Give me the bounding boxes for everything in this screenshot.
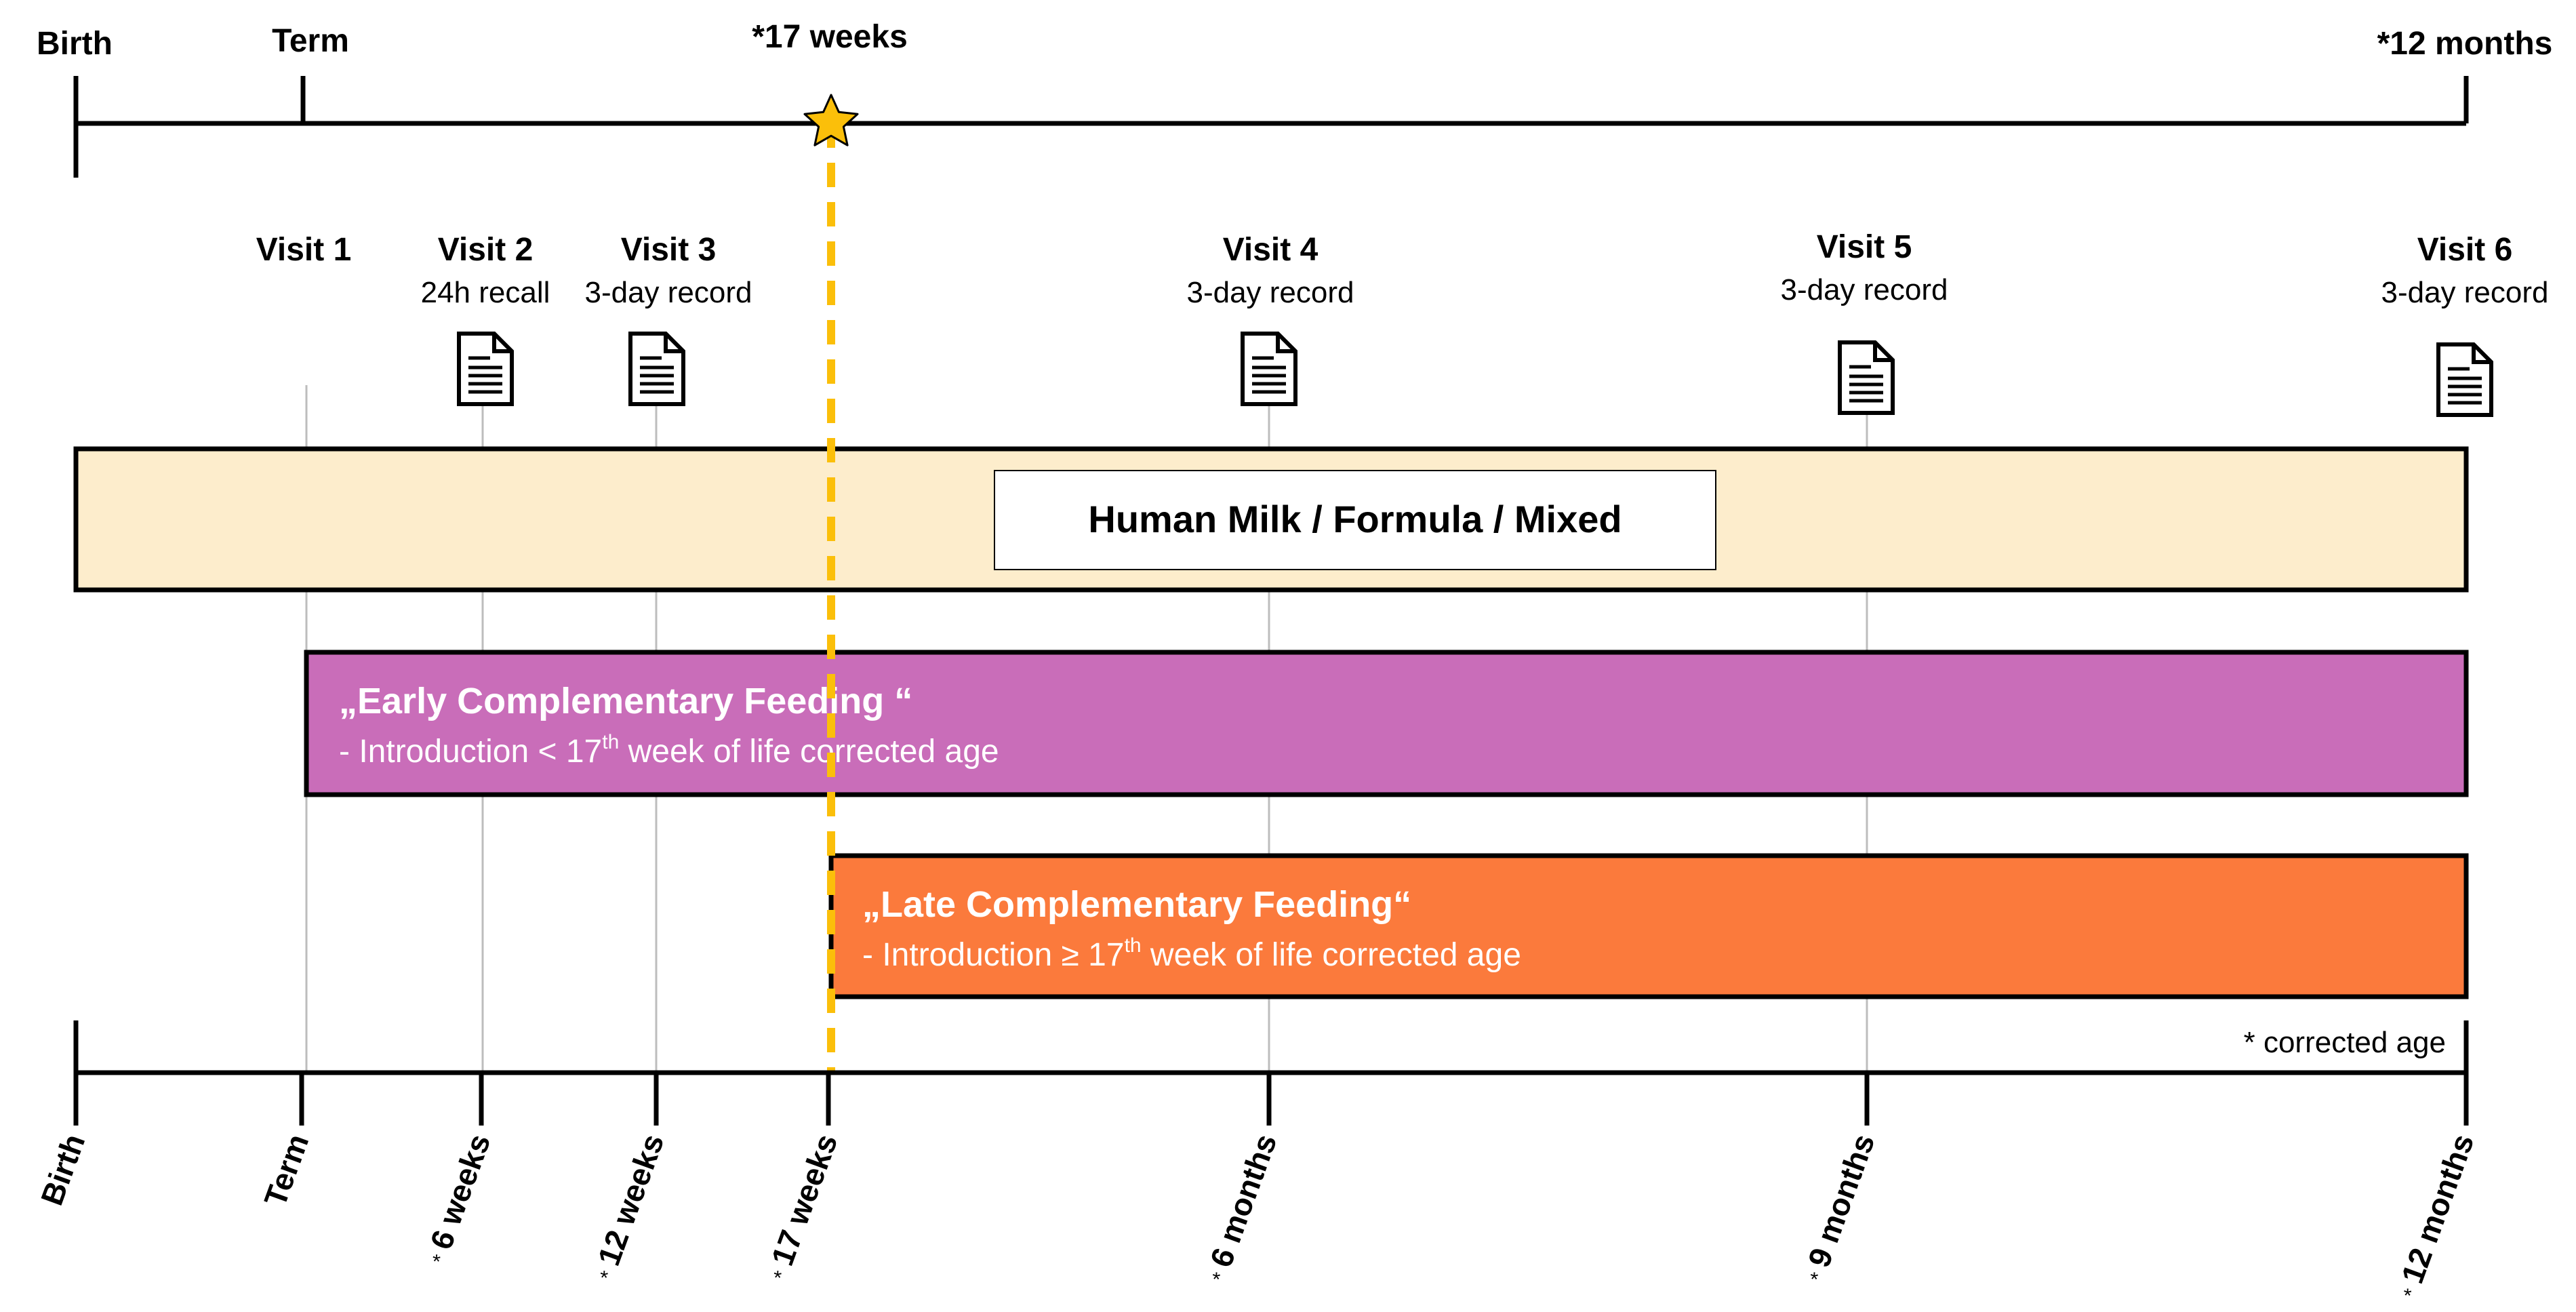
bottom-label-12-months-text: 12 months	[2394, 1130, 2481, 1288]
bottom-tick-labels: Birth Term *6 weeks *12 weeks *17 weeks …	[34, 1130, 2481, 1302]
late-band-description: - Introduction ≥ 17th week of life corre…	[862, 934, 1521, 973]
visit-6-title: Visit 6	[2417, 232, 2513, 268]
bottom-label-6-weeks: *6 weeks	[418, 1130, 498, 1268]
bottom-axis	[73, 1020, 2469, 1126]
bottom-label-birth-text: Birth	[34, 1130, 92, 1210]
document-icon	[2438, 344, 2491, 415]
early-band-description: - Introduction < 17th week of life corre…	[339, 731, 999, 770]
bottom-label-12-weeks-text: 12 weeks	[590, 1130, 670, 1271]
late-feeding-band: „Late Complementary Feeding“ - Introduct…	[828, 853, 2469, 999]
top-label-17-weeks: *17 weeks	[752, 19, 908, 55]
visit-6-subtitle: 3-day record	[2381, 276, 2548, 309]
early-band-desc-sup: th	[602, 731, 619, 753]
document-icons	[459, 334, 2491, 415]
bottom-label-17-weeks-star: *	[769, 1268, 793, 1284]
document-icon	[630, 334, 683, 404]
milk-band-label-box	[994, 470, 1716, 570]
visit-5-subtitle: 3-day record	[1780, 273, 1948, 306]
visit-1-title: Visit 1	[256, 232, 352, 268]
bottom-label-birth: Birth	[34, 1130, 92, 1210]
late-band-title: „Late Complementary Feeding“	[862, 884, 1411, 925]
bottom-label-6-weeks-star: *	[428, 1252, 452, 1267]
visit-3-subtitle: 3-day record	[584, 276, 752, 309]
top-label-birth: Birth	[37, 26, 113, 62]
bottom-label-17-weeks: *17 weeks	[759, 1130, 844, 1284]
document-icon	[459, 334, 512, 404]
top-label-term: Term	[272, 23, 349, 59]
bottom-label-6-weeks-text: 6 weeks	[423, 1130, 497, 1254]
document-icon	[1243, 334, 1295, 404]
bottom-label-6-months-text: 6 months	[1203, 1130, 1284, 1272]
early-band-desc-pre: - Introduction < 17	[339, 734, 602, 770]
milk-band: Human Milk / Formula / Mixed	[73, 446, 2469, 593]
early-band-rect	[304, 650, 2469, 797]
corrected-age-footnote: * corrected age	[2244, 1026, 2446, 1059]
bottom-label-12-weeks-star: *	[596, 1268, 620, 1284]
visit-5-title: Visit 5	[1817, 229, 1912, 265]
visit-labels: Visit 1 Visit 2 24h recall Visit 3 3-day…	[256, 229, 2549, 309]
bottom-label-6-months-star: *	[1208, 1269, 1232, 1285]
early-band-title: „Early Complementary Feeding “	[339, 681, 912, 721]
visit-4-subtitle: 3-day record	[1186, 276, 1354, 309]
bottom-label-6-months: *6 months	[1198, 1130, 1283, 1286]
late-band-desc-pre: - Introduction ≥ 17	[862, 937, 1125, 973]
visit-2-subtitle: 24h recall	[421, 276, 550, 309]
visit-2-title: Visit 2	[438, 232, 534, 268]
bottom-label-9-months: *9 months	[1796, 1130, 1881, 1286]
top-label-12-months: *12 months	[2377, 26, 2553, 62]
bottom-label-12-weeks: *12 weeks	[586, 1130, 670, 1284]
early-feeding-band: „Early Complementary Feeding “ - Introdu…	[304, 650, 2469, 797]
top-axis: Birth Term *17 weeks *12 months	[37, 19, 2552, 178]
bottom-label-12-months: *12 months	[2389, 1130, 2480, 1302]
milk-band-label: Human Milk / Formula / Mixed	[1088, 498, 1622, 540]
bottom-label-term: Term	[257, 1130, 315, 1211]
bottom-label-12-months-star: *	[2399, 1286, 2423, 1301]
late-band-desc-post: week of life corrected age	[1142, 937, 1521, 973]
star-icon	[803, 94, 859, 146]
bottom-label-term-text: Term	[257, 1130, 315, 1211]
early-band-desc-post: week of life corrected age	[619, 734, 999, 770]
visit-3-title: Visit 3	[621, 232, 717, 268]
bottom-label-9-months-star: *	[1806, 1269, 1830, 1285]
bottom-label-9-months-text: 9 months	[1801, 1130, 1882, 1272]
visit-4-title: Visit 4	[1223, 232, 1319, 268]
document-icon	[1840, 342, 1893, 413]
late-band-desc-sup: th	[1125, 934, 1142, 957]
bottom-label-17-weeks-text: 17 weeks	[764, 1130, 844, 1271]
late-band-rect	[828, 853, 2469, 999]
